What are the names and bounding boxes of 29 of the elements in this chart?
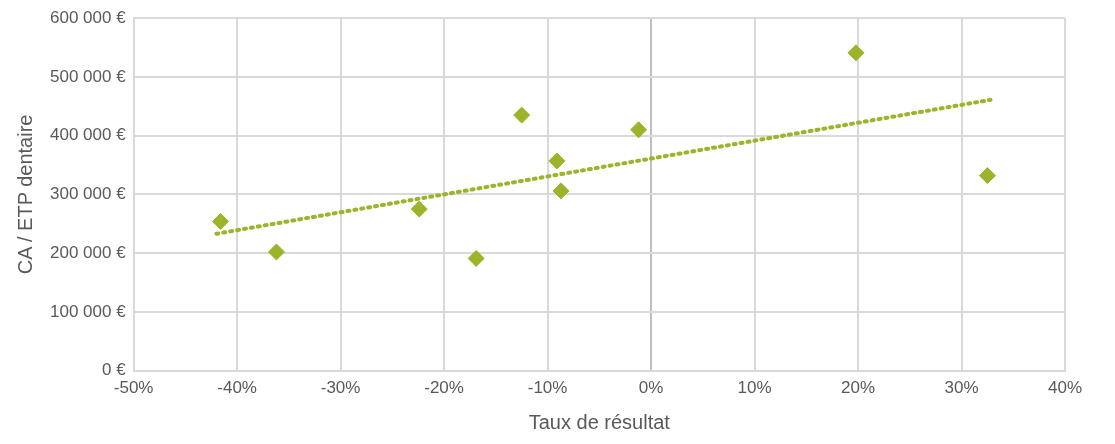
y-tick-label: 0 € [101, 360, 127, 380]
point [212, 212, 230, 230]
y-axis-title: CA / ETP dentaire [13, 114, 36, 275]
x-axis-title: Taux de résultat [528, 410, 671, 433]
point [467, 249, 485, 267]
x-tick-label: 0% [638, 378, 664, 398]
x-tick-label: 20% [841, 378, 876, 398]
y-tick-label: 200 000 € [49, 242, 127, 262]
y-tick-label: 100 000 € [49, 301, 127, 321]
x-tick-label: 40% [1047, 378, 1083, 398]
x-tick-label: -10% [527, 378, 568, 398]
x-tick-label: -30% [320, 378, 361, 398]
point [267, 243, 285, 261]
point [513, 106, 531, 124]
point [410, 200, 428, 218]
x-tick-label: 30% [944, 378, 979, 398]
y-tick-label: 400 000 € [49, 125, 127, 145]
point [630, 121, 648, 139]
y-tick-label: 500 000 € [49, 66, 127, 86]
x-tick-label: 10% [737, 378, 772, 398]
x-tick-label: -50% [113, 378, 154, 398]
y-tick-label: 600 000 € [49, 7, 127, 27]
point [978, 167, 996, 185]
x-tick-label: -20% [424, 378, 464, 398]
point [552, 182, 570, 200]
x-tick-label: -40% [217, 378, 257, 398]
point [548, 152, 566, 170]
y-tick-label: 300 000 € [49, 184, 127, 204]
point [847, 44, 865, 62]
